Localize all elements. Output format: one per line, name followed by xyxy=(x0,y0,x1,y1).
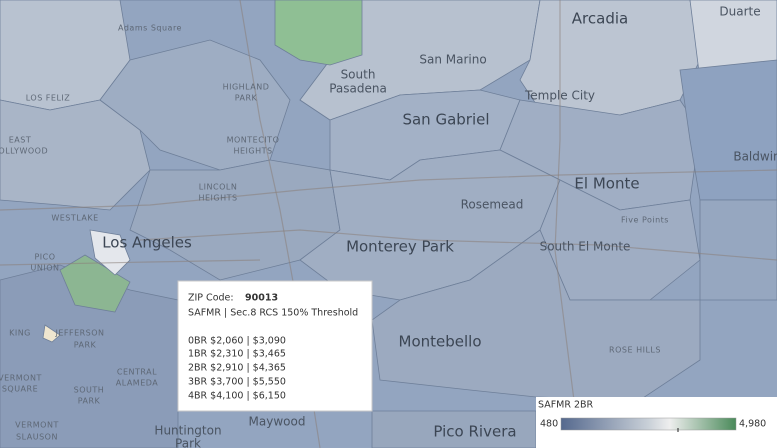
place-label: EAST xyxy=(9,136,32,145)
place-label: Duarte xyxy=(719,5,760,19)
place-label: Adams Square xyxy=(118,24,182,33)
place-label: Montebello xyxy=(399,333,482,351)
place-label: Huntington xyxy=(154,424,221,438)
place-label: PICO xyxy=(34,253,55,262)
legend-gradient xyxy=(560,417,737,431)
place-label: VERMONT xyxy=(15,421,59,430)
zip-region xyxy=(699,199,777,301)
place-label: LINCOLN xyxy=(199,183,238,192)
tooltip-row: 3BR $3,700 | $5,550 xyxy=(188,377,286,388)
tooltip-row: 2BR $2,910 | $4,365 xyxy=(188,363,286,374)
place-label: LOS FELIZ xyxy=(26,94,71,103)
place-label: Pico Rivera xyxy=(433,423,516,441)
tooltip-subtitle: SAFMR | Sec.8 RCS 150% Threshold xyxy=(188,308,358,319)
place-label: Five Points xyxy=(621,216,669,225)
zip-region xyxy=(371,410,537,448)
tooltip-row: 1BR $2,310 | $3,465 xyxy=(188,349,286,360)
place-label: Pasadena xyxy=(329,82,387,96)
place-label: ALAMEDA xyxy=(116,379,159,388)
zip-value: 90013 xyxy=(245,293,278,304)
place-label: PARK xyxy=(74,341,97,350)
place-label: MONTECITO xyxy=(227,136,280,145)
tooltip-box xyxy=(177,280,373,412)
place-label: Rosemead xyxy=(461,198,524,212)
zip-region xyxy=(42,324,61,343)
place-label: ROSE HILLS xyxy=(609,346,661,355)
zip-region xyxy=(89,229,131,276)
place-label: HEIGHTS xyxy=(198,194,237,203)
legend-title: SAFMR 2BR xyxy=(538,400,594,411)
place-label: San Marino xyxy=(419,53,486,67)
place-label: San Gabriel xyxy=(402,111,489,129)
place-label: Temple City xyxy=(524,89,595,103)
place-label: WESTLAKE xyxy=(51,214,98,223)
place-label: Monterey Park xyxy=(346,238,454,256)
legend-max: 4,980 xyxy=(739,419,766,430)
place-label: SLAUSON xyxy=(16,433,58,442)
place-label: PARK xyxy=(78,397,101,406)
road xyxy=(0,169,777,211)
zip-region xyxy=(371,229,701,401)
place-label: UNION xyxy=(31,264,60,273)
road xyxy=(139,229,777,261)
place-label: Baldwin xyxy=(733,150,777,164)
place-label: HIGHLAND xyxy=(223,83,270,92)
road xyxy=(554,0,581,448)
place-label: CENTRAL xyxy=(117,368,157,377)
place-label: HEIGHTS xyxy=(233,147,272,156)
legend: SAFMR 2BR 480 4,980 xyxy=(536,397,777,448)
place-label: South xyxy=(341,68,376,82)
place-label: Maywood xyxy=(249,415,306,429)
place-labels: Adams Square Arcadia Duarte San Marino South… xyxy=(0,5,777,448)
place-label: JEFFERSON xyxy=(54,329,104,338)
place-label: Arcadia xyxy=(572,10,628,28)
tooltip-row: 4BR $4,100 | $6,150 xyxy=(188,391,286,402)
place-label: El Monte xyxy=(574,175,639,193)
place-label: HOLLYWOOD xyxy=(0,147,48,156)
place-label: Park xyxy=(175,437,201,448)
place-label: SOUTH xyxy=(74,386,105,395)
zip-region xyxy=(274,0,363,66)
tooltip-row: 0BR $2,060 | $3,090 xyxy=(188,336,286,347)
legend-min: 480 xyxy=(540,419,558,430)
place-label: PARK xyxy=(235,94,258,103)
place-label: Los Angeles xyxy=(102,234,192,252)
zip-region xyxy=(59,254,131,313)
zip-label: ZIP Code: xyxy=(188,293,234,304)
place-label: KING xyxy=(9,329,31,338)
tooltip: ZIP Code: 90013 SAFMR | Sec.8 RCS 150% T… xyxy=(177,280,373,412)
road xyxy=(0,259,261,266)
place-label: South El Monte xyxy=(540,240,631,254)
place-label: SQUARE xyxy=(2,385,38,394)
place-label: VERMONT xyxy=(0,374,42,383)
